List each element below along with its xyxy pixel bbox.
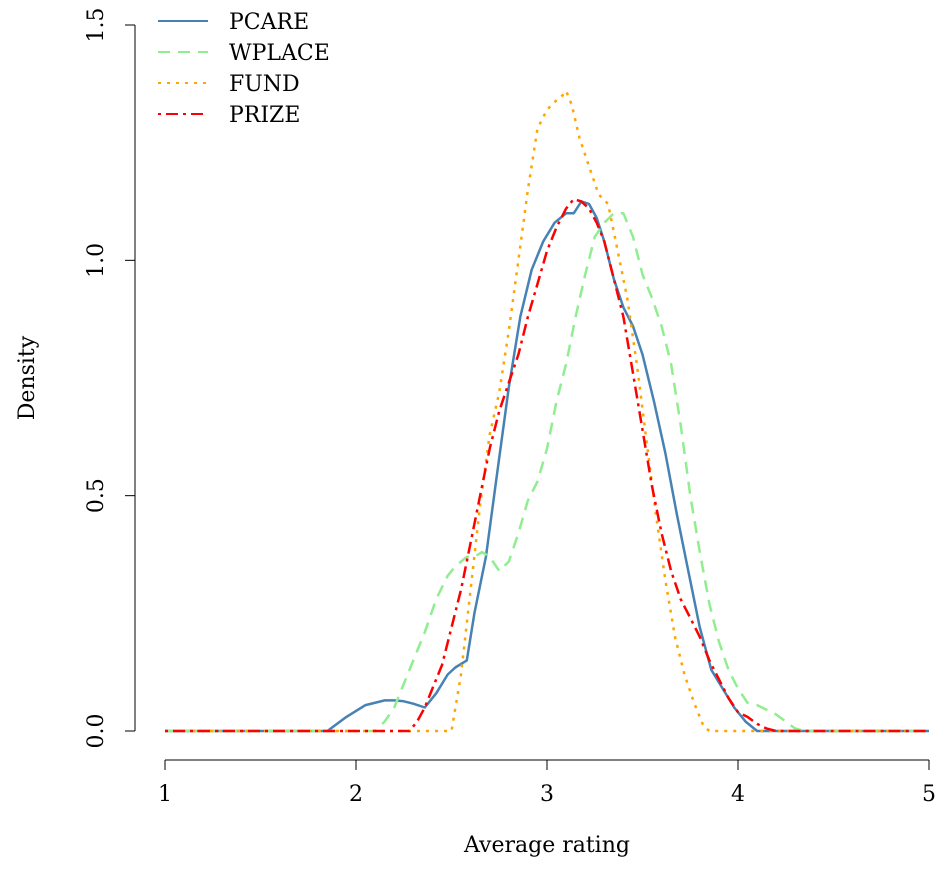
x-tick-label: 5 <box>922 782 935 807</box>
x-tick-label: 3 <box>540 782 554 807</box>
series-line-prize <box>165 197 929 733</box>
axes: 1 2 3 4 5 0.0 0.5 1.0 1.5 <box>84 8 935 808</box>
y-tick-label: 1.5 <box>84 8 109 43</box>
y-tick-label: 0.0 <box>84 714 109 749</box>
legend: PCARE WPLACE FUND PRIZE <box>158 10 330 128</box>
legend-label: WPLACE <box>229 41 330 66</box>
x-tick-label: 1 <box>158 782 172 807</box>
legend-label: FUND <box>229 72 300 97</box>
series-line-wplace <box>165 212 929 733</box>
y-tick-label: 1.0 <box>84 243 109 278</box>
x-axis-title: Average rating <box>463 833 630 858</box>
series-line-pcare <box>165 200 929 733</box>
y-axis-title: Density <box>15 335 40 420</box>
x-tick-label: 2 <box>349 782 363 807</box>
y-axis-ticks: 0.0 0.5 1.0 1.5 <box>84 8 135 749</box>
series-line-fund <box>165 89 929 733</box>
legend-label: PCARE <box>229 10 309 35</box>
y-tick-label: 0.5 <box>84 478 109 513</box>
x-tick-label: 4 <box>731 782 745 807</box>
x-axis-ticks: 1 2 3 4 5 <box>158 760 935 807</box>
series-lines <box>165 89 929 733</box>
legend-label: PRIZE <box>229 103 300 128</box>
